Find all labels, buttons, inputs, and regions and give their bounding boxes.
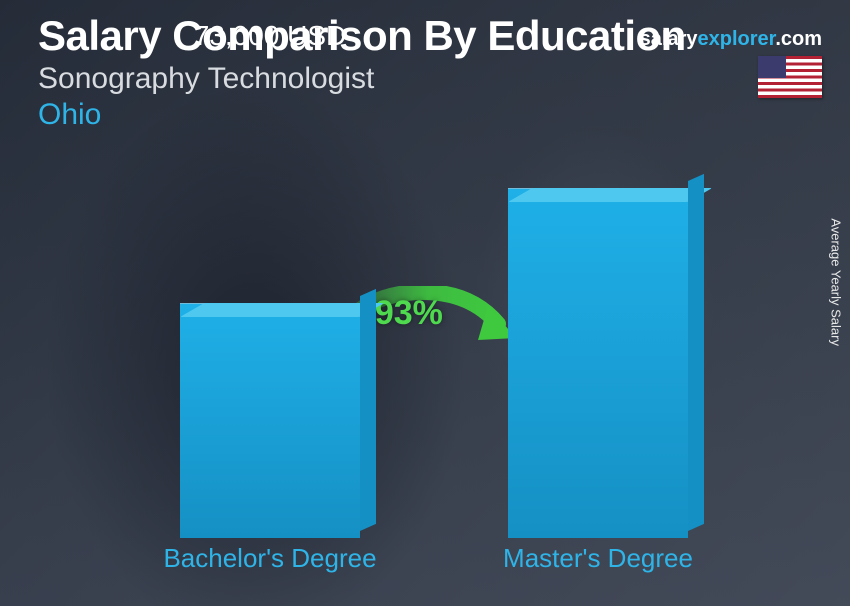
job-subtitle: Sonography Technologist — [38, 62, 830, 96]
bar-side-face — [688, 174, 704, 531]
bar-side-face — [360, 289, 376, 531]
bar-label-bachelors: Bachelor's Degree — [140, 543, 400, 574]
bar-top-face — [508, 188, 712, 202]
chart-area: Average Yearly Salary +93% 73,000 USD 14… — [0, 146, 850, 586]
bar-shape — [508, 188, 688, 538]
brand-part3: .com — [775, 28, 822, 50]
bar-masters: 141,000 USD — [498, 188, 698, 538]
location-label: Ohio — [38, 98, 830, 132]
brand-part1: salary — [640, 28, 698, 50]
brand-part2: explorer — [697, 28, 775, 50]
bar-front-face — [508, 188, 688, 538]
bar-bachelors: 73,000 USD — [170, 303, 370, 538]
bar-label-masters: Master's Degree — [468, 543, 728, 574]
y-axis-label: Average Yearly Salary — [829, 218, 844, 346]
bar-front-face — [180, 303, 360, 538]
brand-logo: salaryexplorer.com — [640, 28, 822, 51]
bar-top-face — [180, 303, 384, 317]
bar-shape — [180, 303, 360, 538]
flag-canton — [758, 56, 786, 78]
bar-value: 73,000 USD — [140, 20, 400, 52]
flag-icon — [758, 56, 822, 98]
